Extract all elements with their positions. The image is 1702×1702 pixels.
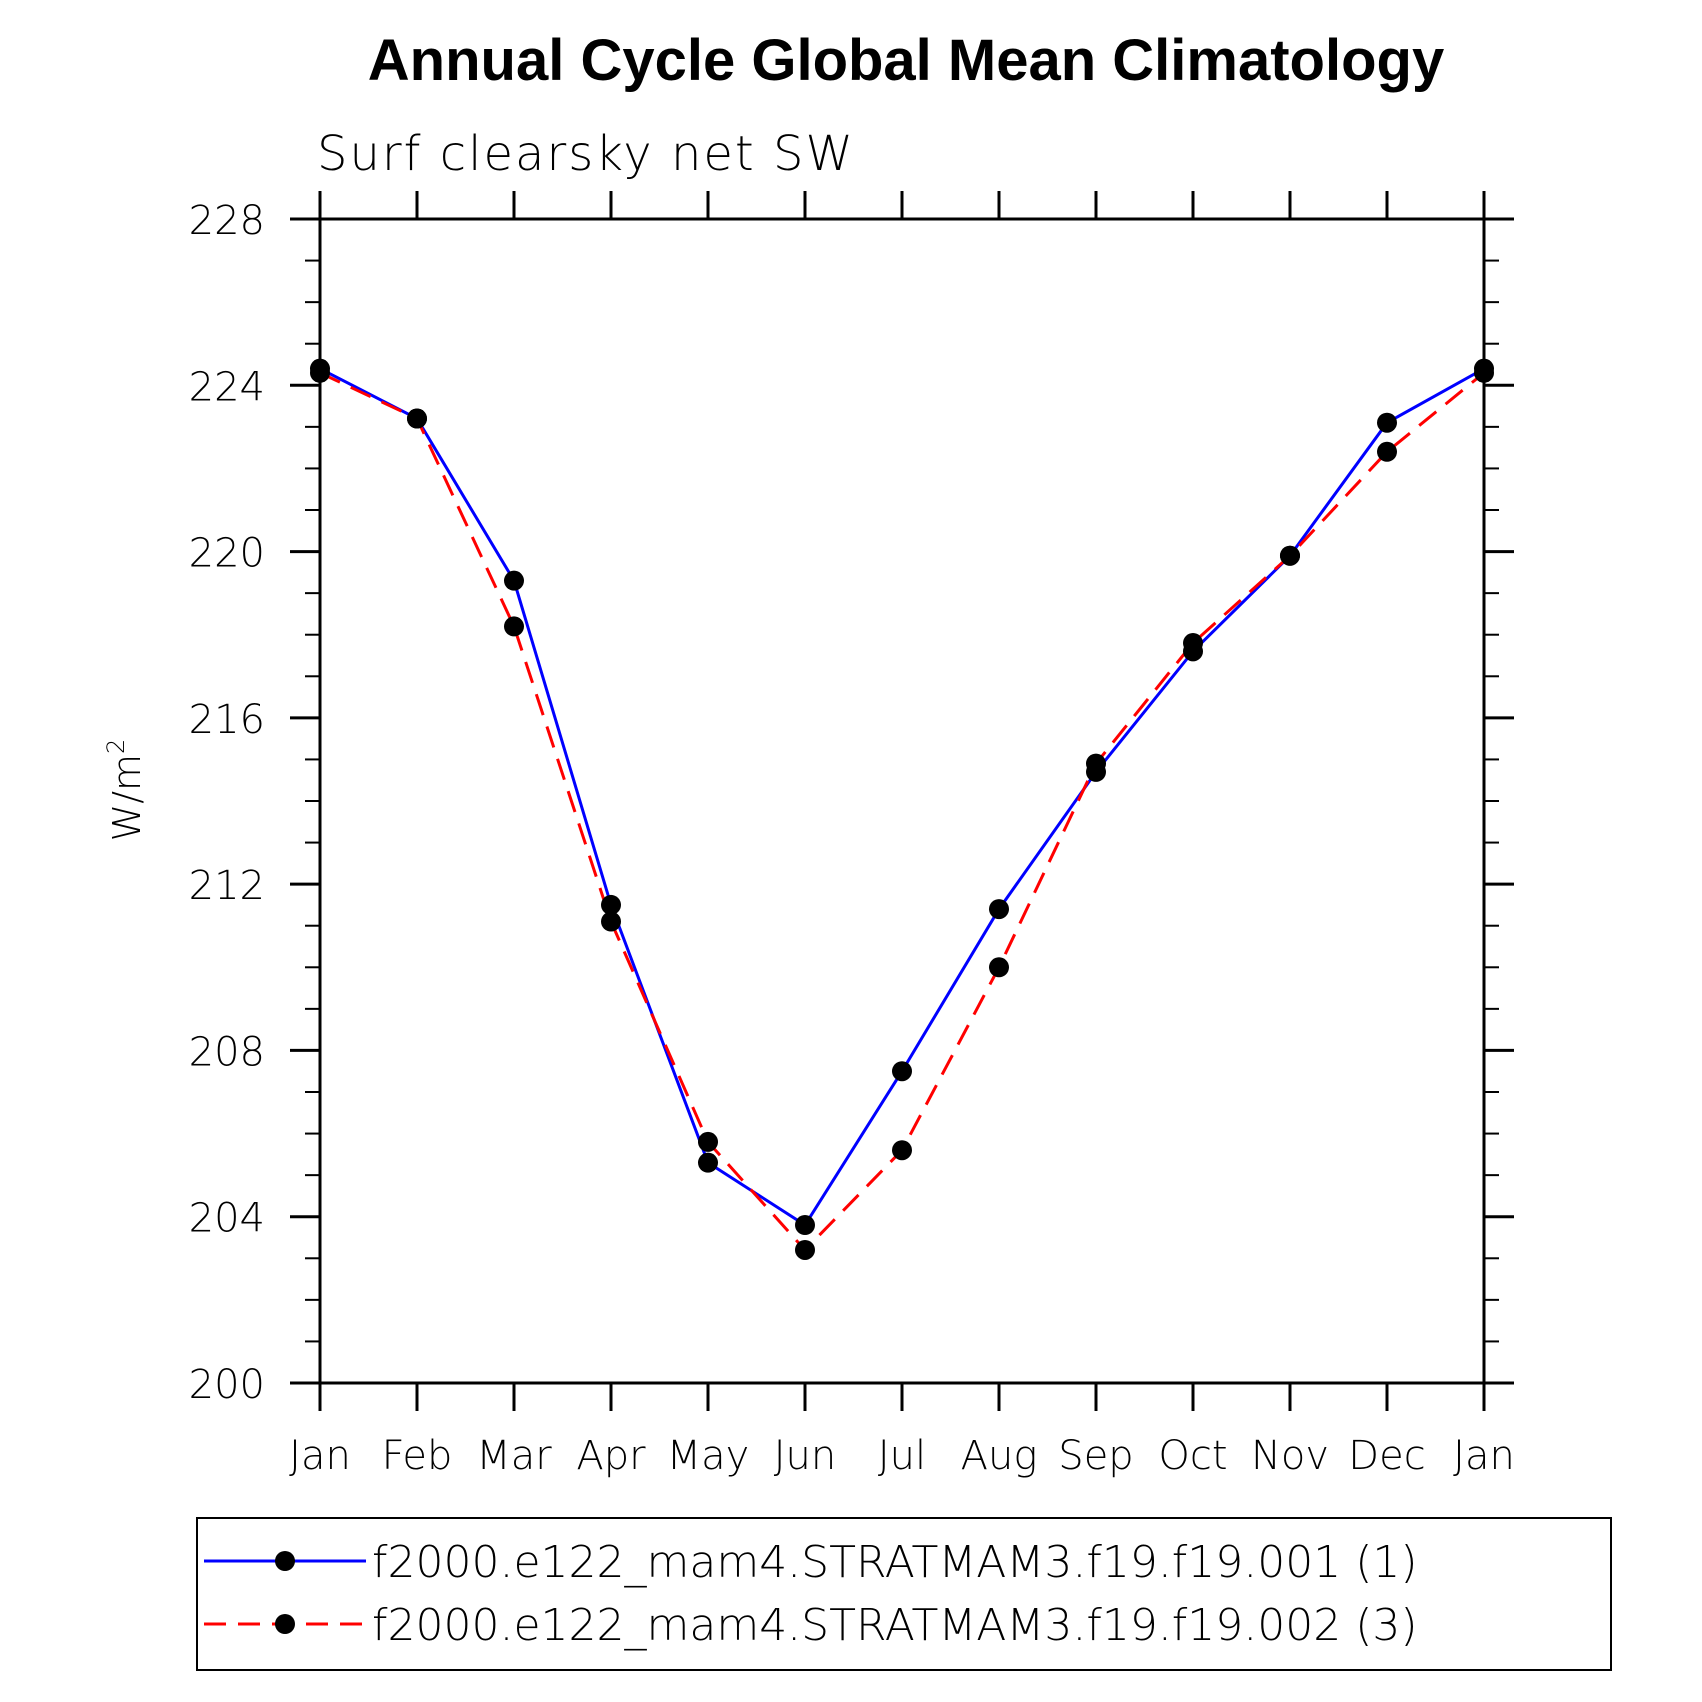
y-axis-label-text: W/m [105, 754, 149, 841]
x-tick-label: Jul [878, 1433, 926, 1479]
x-tick-label: Jan [1453, 1433, 1515, 1479]
legend-label-1: f2000.e122_mam4.STRATMAM3.f19.f19.001 (1… [372, 1537, 1418, 1588]
y-tick-label: 224 [189, 364, 265, 410]
chart-subtitle: Surf clearsky net SW [317, 126, 855, 182]
series-1-line [319, 367, 1485, 1228]
series-1-point [698, 1152, 718, 1173]
legend-marker-2 [275, 1614, 295, 1634]
series-1-point [601, 894, 621, 915]
legend-box [196, 1517, 1612, 1671]
series-2-point [795, 1239, 815, 1260]
series-1-point [1377, 412, 1397, 433]
y-tick-label: 204 [189, 1196, 265, 1242]
x-tick-label: Oct [1158, 1433, 1227, 1479]
series-2-point [892, 1140, 912, 1161]
x-tick-label: Jun [774, 1433, 837, 1479]
x-tick-label: Aug [961, 1433, 1038, 1479]
y-tick-label: 220 [189, 531, 265, 577]
series-1-point [795, 1215, 815, 1236]
x-tick-label: Apr [576, 1433, 646, 1479]
axes: 200 204 208 212 216 220 224 228 Jan Feb Mar Apr May J… [189, 191, 1515, 1479]
series-layer [310, 358, 1494, 1260]
x-tick-label: Nov [1251, 1433, 1329, 1479]
y-tick-label: 212 [189, 863, 265, 909]
legend-label-2: f2000.e122_mam4.STRATMAM3.f19.f19.002 (3… [372, 1600, 1418, 1651]
series-2-point [1086, 753, 1106, 774]
series-2-point [1280, 545, 1300, 566]
y-axis-label-superscript: 2 [102, 739, 130, 754]
series-2-point [989, 957, 1009, 978]
y-tick-label: 216 [189, 697, 265, 743]
x-tick-label: Jan [289, 1433, 351, 1479]
series-2-point [504, 616, 524, 637]
series-1-point [892, 1061, 912, 1082]
plot-frame [318, 217, 1486, 1385]
x-tick-label: Mar [476, 1433, 552, 1479]
y-tick-label: 228 [189, 198, 265, 244]
series-2-point [698, 1131, 718, 1152]
svg-text:W/m2: W/m2 [102, 739, 149, 842]
x-tick-label: Dec [1348, 1433, 1425, 1479]
series-2-point [601, 911, 621, 932]
series-2-point [1474, 362, 1494, 383]
x-tick-label: Sep [1058, 1433, 1133, 1479]
series-1-point [989, 899, 1009, 920]
x-tick-label: Feb [382, 1433, 453, 1479]
legend: f2000.e122_mam4.STRATMAM3.f19.f19.001 (1… [196, 1517, 1612, 1671]
series-2-line [319, 371, 1485, 1253]
x-tick-label: May [667, 1433, 750, 1479]
y-axis-label: W/m2 [102, 739, 149, 842]
series-2-point [1377, 441, 1397, 462]
series-1-point [504, 570, 524, 591]
y-tick-label: 200 [189, 1362, 265, 1408]
legend-marker-1 [275, 1551, 295, 1571]
series-2-point [407, 408, 427, 429]
series-2-point [310, 362, 330, 383]
chart-title: Annual Cycle Global Mean Climatology [368, 28, 1444, 93]
series-2-point [1183, 633, 1203, 654]
y-tick-label: 208 [189, 1029, 265, 1075]
